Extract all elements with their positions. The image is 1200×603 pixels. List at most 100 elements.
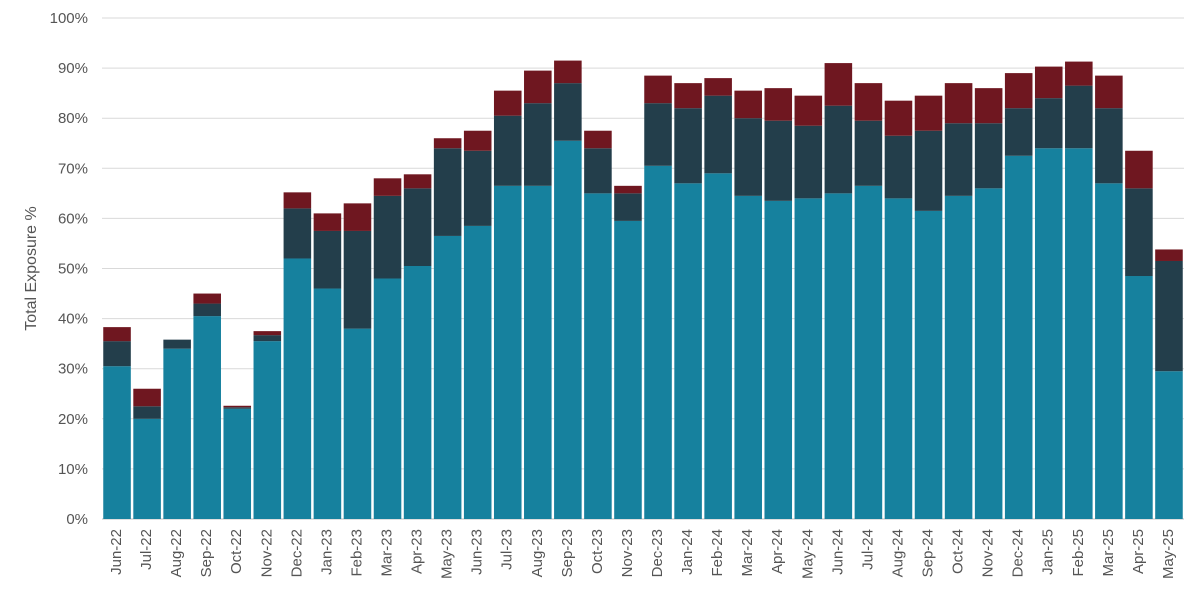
- bar-segment-3: [103, 327, 131, 342]
- x-tick-label: Dec-24: [1010, 529, 1027, 577]
- bar-segment-3: [1095, 75, 1123, 109]
- bar-segment-2: [524, 103, 552, 186]
- x-tick-label: May-25: [1160, 529, 1177, 579]
- y-axis-title: Total Exposure %: [23, 206, 40, 331]
- bar-segment-2: [493, 115, 522, 186]
- x-tick-label: Oct-23: [589, 529, 606, 574]
- bars-layer: [103, 60, 1183, 520]
- bar-segment-3: [944, 83, 973, 124]
- x-tick-label: Dec-23: [649, 529, 666, 577]
- bar-segment-2: [824, 105, 853, 194]
- bar-segment-1: [944, 195, 973, 520]
- bar-segment-2: [343, 230, 372, 329]
- bar-segment-3: [403, 174, 432, 189]
- bar-segment-2: [554, 83, 582, 141]
- bar-segment-1: [1155, 371, 1183, 519]
- bar-segment-3: [704, 78, 732, 96]
- bar-segment-1: [764, 200, 793, 519]
- grid-layer: [102, 17, 1184, 520]
- bar-segment-2: [974, 123, 1003, 189]
- bar-segment-3: [493, 90, 522, 116]
- bar-segment-2: [764, 120, 793, 201]
- bar-segment-2: [1065, 85, 1093, 149]
- bar-segment-1: [1125, 276, 1153, 519]
- bar-segment-2: [1004, 108, 1033, 156]
- bar-segment-1: [1095, 183, 1123, 519]
- bar-segment-2: [193, 303, 221, 317]
- bar-segment-3: [884, 100, 913, 136]
- bar-segment-2: [103, 341, 131, 367]
- x-tick-label: Mar-24: [739, 529, 756, 577]
- bar-segment-1: [854, 185, 883, 519]
- bar-segment-1: [373, 278, 402, 519]
- x-tick-label: Nov-24: [980, 529, 997, 577]
- x-tick-label: Oct-24: [950, 529, 967, 574]
- bar-segment-3: [223, 405, 252, 408]
- bar-segment-2: [674, 108, 702, 184]
- bar-segment-1: [1004, 155, 1033, 519]
- x-tick-label: Jul-24: [859, 529, 876, 570]
- bar-segment-1: [914, 210, 943, 519]
- bar-segment-3: [614, 185, 642, 194]
- x-tick-label: Apr-25: [1130, 529, 1147, 574]
- bar-segment-3: [253, 331, 282, 336]
- bar-segment-3: [794, 95, 823, 126]
- bar-segment-3: [283, 192, 312, 209]
- bar-segment-3: [343, 203, 372, 231]
- bar-segment-1: [824, 193, 853, 519]
- bar-segment-3: [854, 83, 883, 121]
- y-tick-label: 10%: [58, 461, 88, 478]
- bar-segment-1: [524, 185, 552, 519]
- y-tick-labels: 0% 10% 20% 30% 40% 50% 60% 70% 80% 90% 100%: [50, 10, 88, 528]
- x-tick-label: Nov-23: [619, 529, 636, 577]
- bar-segment-3: [133, 388, 161, 407]
- bar-segment-2: [944, 123, 973, 196]
- y-tick-label: 40%: [58, 311, 88, 328]
- bar-segment-3: [554, 60, 582, 84]
- bar-segment-3: [524, 70, 552, 104]
- bar-segment-1: [403, 266, 432, 519]
- bar-segment-1: [584, 193, 612, 519]
- x-tick-label: Nov-22: [258, 529, 275, 577]
- bar-segment-2: [854, 120, 883, 186]
- x-tick-label: Dec-22: [288, 529, 305, 577]
- x-tick-label: May-23: [439, 529, 456, 579]
- bar-segment-2: [614, 193, 642, 221]
- bar-segment-3: [1125, 150, 1153, 189]
- y-tick-label: 80%: [58, 110, 88, 127]
- y-tick-label: 50%: [58, 261, 88, 278]
- bar-segment-2: [403, 188, 432, 266]
- bar-segment-1: [674, 183, 702, 519]
- x-tick-labels: Jun-22 Jul-22 Aug-22 Sep-22 Oct-22 Nov-22 Dec-…: [108, 529, 1177, 579]
- bar-segment-1: [313, 288, 342, 519]
- bar-segment-1: [704, 173, 732, 519]
- x-tick-label: Apr-24: [769, 529, 786, 574]
- bar-segment-2: [884, 135, 913, 199]
- x-tick-label: Mar-23: [378, 529, 395, 577]
- bar-segment-3: [644, 75, 672, 104]
- bar-segment-3: [1034, 66, 1063, 99]
- x-tick-label: Jun-22: [108, 529, 125, 575]
- bar-segment-3: [584, 130, 612, 149]
- bar-segment-1: [433, 235, 462, 519]
- x-tick-label: Aug-23: [529, 529, 546, 577]
- bar-segment-3: [914, 95, 943, 131]
- x-tick-label: Jul-23: [499, 529, 516, 570]
- bar-segment-2: [133, 406, 161, 419]
- bar-segment-1: [614, 220, 642, 519]
- y-tick-label: 30%: [58, 361, 88, 378]
- bar-segment-1: [253, 341, 282, 519]
- x-tick-label: May-24: [799, 529, 816, 579]
- bar-segment-1: [163, 348, 191, 519]
- bar-segment-3: [313, 213, 342, 231]
- x-tick-label: Sep-23: [559, 529, 576, 577]
- bar-segment-1: [1034, 148, 1063, 519]
- x-tick-label: Jun-23: [469, 529, 486, 575]
- y-tick-label: 90%: [58, 60, 88, 77]
- x-tick-label: Jan-25: [1040, 529, 1057, 575]
- bar-segment-2: [463, 150, 492, 226]
- y-tick-label: 100%: [50, 10, 88, 27]
- bar-segment-2: [734, 118, 762, 196]
- y-tick-label: 70%: [58, 160, 88, 177]
- x-tick-label: Feb-24: [709, 529, 726, 577]
